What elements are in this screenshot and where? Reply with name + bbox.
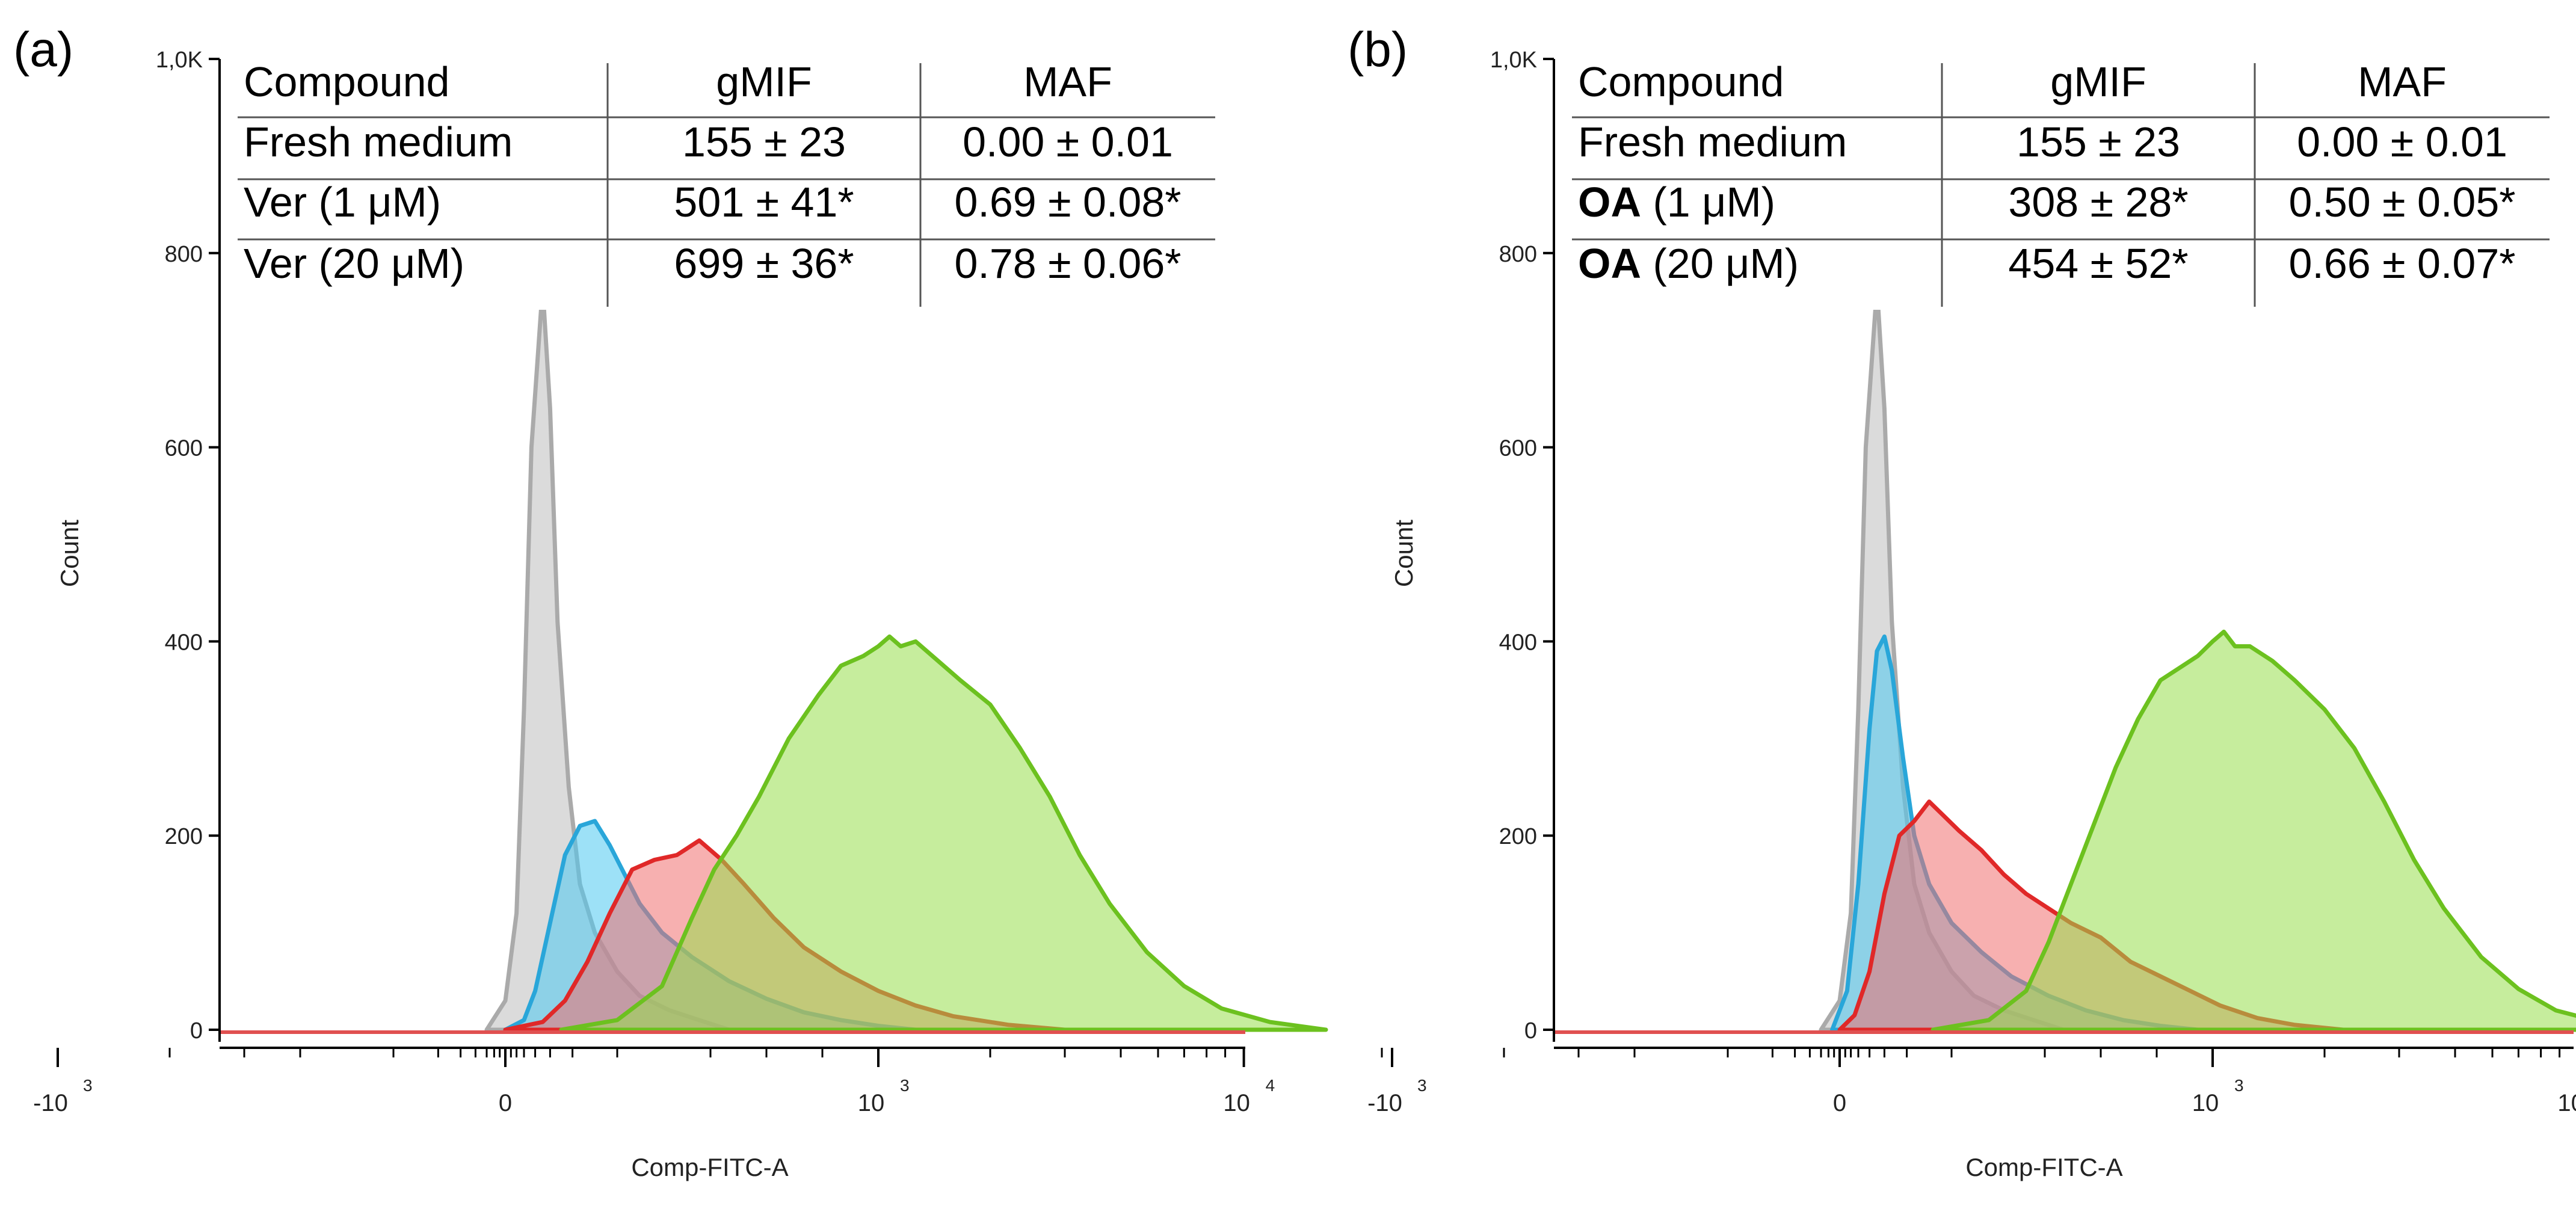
table-cell-compound: OA (20 μM) bbox=[1578, 240, 1799, 287]
table-background bbox=[1566, 60, 2556, 310]
series-green-area bbox=[1930, 629, 2576, 1032]
table-header-compound: Compound bbox=[1578, 58, 1784, 105]
data-table: Compound gMIF MAF Fresh medium 155 ± 23 0.00 … bbox=[1566, 58, 2556, 310]
x-tick-label: 10 bbox=[2557, 1090, 2576, 1116]
x-axis-label: Comp-FITC-A bbox=[631, 1153, 788, 1181]
table-cell-maf: 0.78 ± 0.06* bbox=[954, 240, 1181, 287]
x-tick-exponent: 3 bbox=[900, 1076, 910, 1095]
y-tick-label: 0 bbox=[190, 1018, 203, 1044]
y-tick-label: 800 bbox=[1499, 242, 1537, 267]
table-cell-bold: OA bbox=[1578, 179, 1641, 226]
y-tick-label: 400 bbox=[165, 630, 203, 655]
panel-label: (b) bbox=[1348, 22, 1408, 77]
table-header-gmif: gMIF bbox=[716, 58, 812, 105]
x-tick-label: 0 bbox=[1833, 1090, 1846, 1116]
y-axis-label: Count bbox=[1390, 520, 1418, 587]
x-tick-label: 0 bbox=[499, 1090, 512, 1116]
y-tick-label: 400 bbox=[1499, 630, 1537, 655]
x-tick-exponent: 3 bbox=[83, 1076, 93, 1095]
table-cell-gmif: 699 ± 36* bbox=[674, 240, 854, 287]
y-tick-label: 1,0K bbox=[1490, 48, 1537, 73]
table-cell-maf: 0.00 ± 0.01 bbox=[963, 118, 1173, 165]
table-cell-bold: OA bbox=[1578, 240, 1641, 287]
table-cell-gmif: 501 ± 41* bbox=[674, 179, 854, 226]
table-cell-compound: Fresh medium bbox=[1578, 118, 1847, 165]
chart-panel-b: (b)02004006008001,0K-1030103104Comp-FITC… bbox=[1348, 22, 2576, 1181]
table-header-compound: Compound bbox=[244, 58, 449, 105]
x-tick-exponent: 3 bbox=[2234, 1076, 2244, 1095]
table-header-gmif: gMIF bbox=[2050, 58, 2146, 105]
table-background bbox=[232, 60, 1221, 310]
table-cell-compound: Fresh medium bbox=[244, 118, 513, 165]
table-cell-compound: Ver (20 μM) bbox=[244, 240, 464, 287]
y-tick-label: 600 bbox=[1499, 436, 1537, 461]
y-axis-label: Count bbox=[55, 520, 84, 587]
table-header-maf: MAF bbox=[2358, 58, 2447, 105]
table-cell-maf: 0.00 ± 0.01 bbox=[2297, 118, 2507, 165]
series-green-area bbox=[559, 634, 1328, 1032]
table-cell-rest: (1 μM) bbox=[1641, 179, 1775, 226]
panel-label: (a) bbox=[13, 22, 73, 77]
table-cell-gmif: 155 ± 23 bbox=[682, 118, 846, 165]
x-tick-label: -10 bbox=[33, 1090, 68, 1116]
table-cell-gmif: 155 ± 23 bbox=[2017, 118, 2180, 165]
table-cell-compound: OA (1 μM) bbox=[1578, 179, 1775, 226]
data-table: Compound gMIF MAF Fresh medium 155 ± 23 0.00 … bbox=[232, 58, 1221, 310]
table-header-maf: MAF bbox=[1023, 58, 1112, 105]
y-tick-label: 600 bbox=[165, 436, 203, 461]
y-tick-label: 200 bbox=[165, 824, 203, 849]
x-tick-label: 10 bbox=[1223, 1090, 1250, 1116]
y-tick-label: 1,0K bbox=[156, 48, 203, 73]
y-tick-label: 0 bbox=[1524, 1018, 1537, 1044]
y-tick-label: 200 bbox=[1499, 824, 1537, 849]
x-tick-exponent: 3 bbox=[1417, 1076, 1427, 1095]
table-cell-compound: Ver (1 μM) bbox=[244, 179, 441, 226]
x-tick-label: 10 bbox=[2192, 1090, 2219, 1116]
x-tick-exponent: 4 bbox=[1266, 1076, 1275, 1095]
table-cell-maf: 0.66 ± 0.07* bbox=[2288, 240, 2515, 287]
x-tick-label: -10 bbox=[1367, 1090, 1402, 1116]
x-axis-label: Comp-FITC-A bbox=[1965, 1153, 2122, 1181]
table-cell-maf: 0.69 ± 0.08* bbox=[954, 179, 1181, 226]
x-tick-label: 10 bbox=[858, 1090, 885, 1116]
table-cell-maf: 0.50 ± 0.05* bbox=[2288, 179, 2515, 226]
table-cell-rest: (20 μM) bbox=[1641, 240, 1799, 287]
chart-panel-a: (a) 0 200 400 600 800 1,0K -10 3 0 10 3 10 4 Comp-FITC… bbox=[13, 22, 1383, 1181]
table-cell-gmif: 308 ± 28* bbox=[2008, 179, 2188, 226]
table-cell-gmif: 454 ± 52* bbox=[2008, 240, 2188, 287]
y-tick-label: 800 bbox=[165, 242, 203, 267]
